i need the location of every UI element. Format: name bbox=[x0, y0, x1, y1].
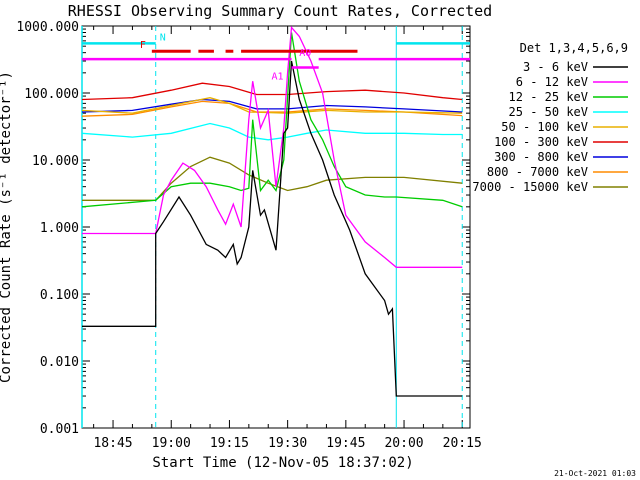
chart-title: RHESSI Observing Summary Count Rates, Co… bbox=[68, 2, 492, 20]
legend-label: 12 - 25 keV bbox=[509, 90, 588, 104]
x-tick-label: 20:15 bbox=[443, 436, 482, 451]
x-tick-label: 19:15 bbox=[210, 436, 249, 451]
y-tick-label: 0.010 bbox=[40, 355, 79, 370]
legend-label: 7000 - 15000 keV bbox=[472, 180, 588, 194]
flag-label: N bbox=[160, 32, 166, 43]
flag-label: F bbox=[140, 40, 146, 51]
series-line bbox=[81, 82, 463, 101]
series-line bbox=[81, 122, 463, 141]
x-tick-label: 19:45 bbox=[326, 436, 365, 451]
series-line bbox=[81, 97, 463, 114]
legend-label: 100 - 300 keV bbox=[494, 135, 588, 149]
legend-label: 50 - 100 keV bbox=[501, 120, 588, 134]
y-tick-label: 100.000 bbox=[24, 87, 79, 102]
y-axis-label: Corrected Count Rate (s⁻¹ detector⁻¹) bbox=[0, 71, 14, 383]
series-line bbox=[81, 98, 463, 113]
series-line bbox=[82, 156, 463, 201]
legend-label: 3 - 6 keV bbox=[523, 60, 588, 74]
y-tick-label: 0.100 bbox=[40, 288, 79, 303]
legend-label: 800 - 7000 keV bbox=[487, 165, 588, 179]
x-tick-label: 19:30 bbox=[268, 436, 307, 451]
y-tick-label: 1.000 bbox=[40, 221, 79, 236]
y-tick-label: 10.000 bbox=[32, 154, 79, 169]
plot-frame bbox=[81, 25, 471, 429]
x-tick-label: 20:00 bbox=[384, 436, 423, 451]
y-tick-label: 0.001 bbox=[40, 422, 79, 437]
footer-date: 21-Oct-2021 01:03 bbox=[554, 469, 636, 478]
series-line bbox=[82, 25, 463, 268]
x-axis-label: Start Time (12-Nov-05 18:37:02) bbox=[152, 455, 413, 471]
y-tick-label: 1000.000 bbox=[16, 20, 79, 35]
legend-title: Det 1,3,4,5,6,9 bbox=[520, 41, 628, 55]
x-axis: 18:45 19:00 19:15 19:30 19:45 20:00 20:15 bbox=[93, 26, 482, 451]
flag-label: A1 bbox=[272, 72, 284, 83]
flag-label: A0 bbox=[299, 48, 311, 59]
series-line bbox=[82, 60, 463, 397]
x-tick-label: 18:45 bbox=[93, 436, 132, 451]
plot-area: N F A0 A1 bbox=[81, 25, 470, 428]
series-line bbox=[81, 32, 463, 208]
y-axis: 1000.000 100.000 10.000 1.000 0.100 0.010 0.00… bbox=[16, 20, 470, 437]
legend-label: 6 - 12 keV bbox=[516, 75, 588, 89]
legend-label: 25 - 50 keV bbox=[509, 105, 588, 119]
legend-label: 300 - 800 keV bbox=[494, 150, 588, 164]
x-tick-label: 19:00 bbox=[152, 436, 191, 451]
